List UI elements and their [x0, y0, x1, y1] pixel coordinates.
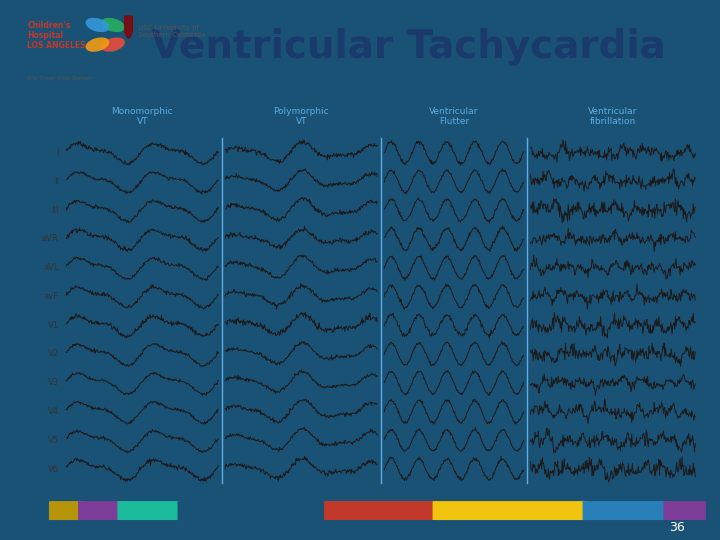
Text: Polymorphic
VT: Polymorphic VT — [274, 106, 329, 126]
FancyBboxPatch shape — [324, 501, 438, 520]
Ellipse shape — [86, 18, 109, 32]
FancyBboxPatch shape — [433, 501, 588, 520]
FancyBboxPatch shape — [663, 501, 708, 520]
Text: Ventricular
Flutter: Ventricular Flutter — [429, 106, 479, 126]
Text: V5: V5 — [48, 436, 58, 445]
Text: I: I — [56, 148, 58, 157]
Text: V1: V1 — [48, 321, 58, 330]
Text: USC University of
Southern California: USC University of Southern California — [138, 25, 206, 38]
Text: avF: avF — [44, 292, 58, 301]
FancyBboxPatch shape — [117, 501, 183, 520]
Text: III: III — [51, 206, 58, 214]
Text: II: II — [53, 177, 58, 186]
Text: V6: V6 — [48, 464, 58, 474]
Ellipse shape — [86, 37, 109, 52]
Text: We Treat Kids Better: We Treat Kids Better — [27, 76, 92, 81]
Text: V4: V4 — [48, 407, 58, 416]
Ellipse shape — [101, 18, 125, 32]
FancyBboxPatch shape — [49, 501, 84, 520]
Text: Ventricular
fibrillation: Ventricular fibrillation — [588, 106, 637, 126]
Text: Ventricular Tachycardia: Ventricular Tachycardia — [151, 28, 666, 66]
Text: V2: V2 — [48, 349, 58, 359]
Polygon shape — [125, 16, 132, 38]
FancyBboxPatch shape — [582, 501, 669, 520]
FancyBboxPatch shape — [78, 501, 123, 520]
Text: aVR: aVR — [42, 234, 58, 244]
Text: aVL: aVL — [43, 263, 58, 272]
Text: V3: V3 — [48, 378, 58, 387]
Text: 36: 36 — [669, 521, 685, 534]
Text: Monomorphic
VT: Monomorphic VT — [112, 106, 173, 126]
Text: Children's
Hospital
LOS ANGELES: Children's Hospital LOS ANGELES — [27, 21, 86, 50]
FancyBboxPatch shape — [178, 501, 330, 520]
Ellipse shape — [101, 37, 125, 52]
